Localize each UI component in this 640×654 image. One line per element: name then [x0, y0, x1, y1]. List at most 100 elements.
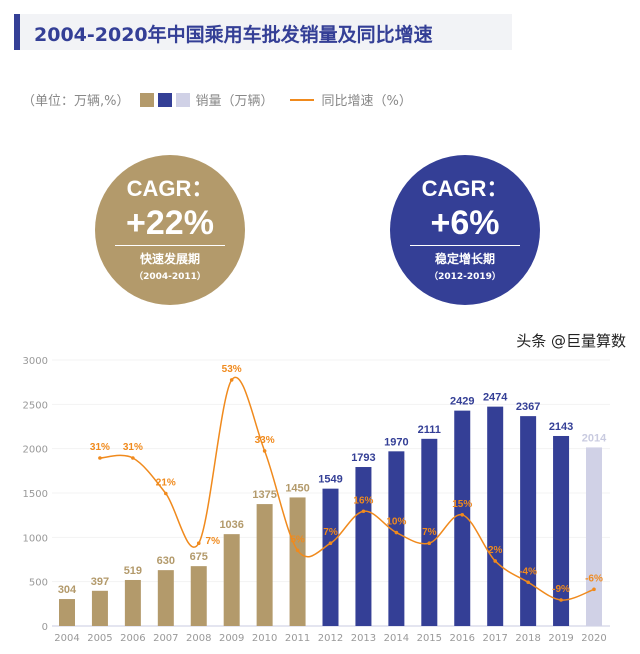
- x-tick-label: 2017: [482, 633, 507, 644]
- legend-swatch-forecast: [175, 92, 190, 107]
- x-tick-label: 2018: [515, 633, 540, 644]
- legend-swatch-phase1: [139, 92, 154, 107]
- cagr-value: +6%: [430, 204, 500, 242]
- bar-value-label: 2474: [483, 392, 508, 404]
- bar-value-label: 2429: [450, 396, 474, 408]
- bar-2020: [586, 447, 602, 626]
- x-tick-label: 2019: [548, 633, 573, 644]
- growth-point-2019: [559, 598, 563, 602]
- bar-2009: [223, 534, 240, 626]
- growth-line: [99, 376, 595, 601]
- growth-label: 33%: [255, 435, 275, 446]
- cagr-period: 稳定增长期: [434, 252, 495, 266]
- bar-2005: [91, 590, 108, 626]
- growth-label: 16%: [353, 495, 373, 506]
- legend-swatch-phase2: [157, 92, 172, 107]
- x-tick-label: 2010: [252, 633, 277, 644]
- x-tick-label: 2016: [450, 633, 475, 644]
- growth-point-2016: [460, 513, 465, 517]
- bar-value-label: 1450: [285, 482, 309, 494]
- x-tick-label: 2007: [153, 633, 178, 644]
- growth-label: -6%: [585, 573, 603, 584]
- growth-point-2010: [262, 449, 267, 453]
- bar-value-label: 630: [157, 555, 175, 567]
- growth-point-2020: [592, 587, 596, 592]
- bar-2015: [421, 438, 438, 626]
- bar-value-label: 2014: [582, 432, 607, 444]
- x-tick-label: 2020: [581, 633, 606, 644]
- divider: [410, 245, 520, 246]
- growth-label: 5%: [290, 534, 305, 545]
- bar-value-label: 1036: [219, 519, 243, 531]
- y-tick-label: 1000: [23, 533, 48, 544]
- cagr-circle-phase1: CAGR： +22% 快速发展期 （2004-2011）: [95, 155, 245, 305]
- growth-point-2006: [131, 456, 135, 460]
- growth-label: 31%: [90, 442, 110, 453]
- growth-label: 10%: [386, 517, 406, 528]
- chart-title: 2004-2020年中国乘用车批发销量及同比增速: [34, 24, 433, 46]
- growth-point-2007: [164, 491, 168, 496]
- cagr-years: （2012-2019）: [429, 272, 501, 282]
- legend-growth-label: 同比增速（%）: [321, 94, 412, 109]
- y-tick-label: 0: [42, 622, 48, 633]
- x-tick-label: 2008: [186, 633, 211, 644]
- growth-point-2005: [98, 456, 102, 460]
- y-tick-label: 500: [29, 578, 48, 589]
- growth-label: 7%: [422, 527, 437, 538]
- bar-value-label: 304: [58, 584, 77, 596]
- growth-point-2009: [229, 378, 234, 382]
- bar-2012: [322, 488, 339, 626]
- title-bar: 2004-2020年中国乘用车批发销量及同比增速: [14, 14, 512, 50]
- x-tick-label: 2011: [285, 633, 310, 644]
- bar-2004: [59, 599, 75, 626]
- growth-label: 53%: [222, 364, 242, 375]
- growth-label: 2%: [488, 545, 503, 556]
- growth-label: 7%: [206, 536, 221, 547]
- bar-2019: [553, 435, 570, 626]
- growth-label: 21%: [156, 478, 176, 489]
- growth-label: 31%: [123, 442, 143, 453]
- watermark: 头条 @巨量算数: [516, 332, 626, 350]
- x-tick-label: 2009: [219, 633, 244, 644]
- legend-sales-label: 销量（万辆）: [195, 94, 274, 109]
- bar-2010: [256, 504, 273, 626]
- bar-value-label: 1793: [351, 452, 375, 464]
- growth-point-2017: [493, 559, 497, 563]
- cagr-heading: CAGR：: [421, 176, 509, 201]
- bar-value-label: 675: [190, 551, 208, 563]
- growth-point-2012: [328, 541, 333, 545]
- legend-unit: （单位：万辆,%）: [22, 94, 130, 109]
- bar-value-label: 519: [124, 565, 142, 577]
- title-accent: [14, 14, 20, 50]
- growth-point-2015: [427, 541, 432, 545]
- bar-value-label: 1375: [252, 489, 276, 501]
- x-tick-label: 2004: [54, 633, 79, 644]
- legend: （单位：万辆,%） 销量（万辆） 同比增速（%）: [22, 90, 412, 109]
- growth-point-2014: [394, 530, 399, 535]
- cagr-circle-phase2: CAGR： +6% 稳定增长期 （2012-2019）: [390, 155, 540, 305]
- growth-label: 7%: [323, 527, 338, 538]
- x-tick-label: 2006: [120, 633, 145, 644]
- cagr-years: （2004-2011）: [134, 272, 206, 282]
- bar-value-label: 397: [91, 576, 109, 588]
- y-tick-label: 1500: [23, 489, 48, 500]
- cagr-value: +22%: [126, 204, 214, 242]
- bar-2013: [355, 467, 372, 626]
- bar-2006: [124, 579, 141, 626]
- y-tick-label: 2500: [23, 400, 48, 411]
- x-tick-label: 2005: [87, 633, 112, 644]
- x-tick-label: 2014: [384, 633, 409, 644]
- y-tick-label: 3000: [23, 356, 48, 367]
- bar-2008: [190, 566, 207, 626]
- bar-2017: [487, 406, 504, 626]
- bar-2016: [454, 410, 471, 626]
- bar-value-label: 2367: [516, 401, 540, 413]
- x-tick-label: 2012: [318, 633, 343, 644]
- bar-2011: [289, 497, 306, 626]
- x-tick-label: 2013: [351, 633, 376, 644]
- bar-value-label: 2111: [418, 424, 441, 436]
- growth-point-2013: [361, 509, 366, 514]
- bar-2007: [157, 570, 174, 626]
- bar-2014: [388, 451, 405, 626]
